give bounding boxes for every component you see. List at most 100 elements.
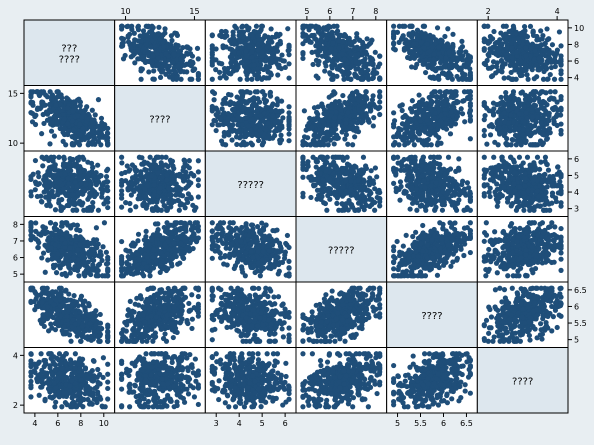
- scatter-point: [269, 59, 275, 65]
- scatter-point: [278, 98, 285, 104]
- scatter-point: [371, 115, 377, 121]
- scatter-point: [422, 126, 428, 132]
- scatter-point: [345, 141, 351, 147]
- scatter-point: [306, 120, 312, 127]
- scatter-point: [300, 142, 306, 148]
- scatter-point: [316, 45, 322, 51]
- scatter-point: [218, 116, 224, 122]
- scatter-point: [520, 132, 526, 138]
- scatter-point: [46, 194, 52, 200]
- scatter-point: [558, 76, 564, 82]
- scatter-point: [225, 115, 231, 122]
- scatter-point: [120, 39, 126, 46]
- scatter-point: [162, 30, 168, 36]
- scatter-point: [329, 92, 335, 98]
- scatter-point: [359, 58, 365, 65]
- scatter-point: [313, 158, 319, 165]
- scatter-point: [98, 115, 105, 121]
- scatter-point: [254, 106, 261, 112]
- scatter-point: [39, 131, 45, 137]
- scatter-point: [407, 116, 414, 122]
- scatter-point: [334, 23, 340, 29]
- scatter-point: [354, 120, 360, 126]
- scatter-point: [178, 76, 184, 82]
- scatter-point: [545, 76, 551, 82]
- variable-label-0: ???: [61, 43, 77, 54]
- scatter-point: [314, 187, 321, 193]
- scatter-point: [141, 32, 147, 38]
- scatter-point: [319, 33, 325, 39]
- scatter-point: [157, 74, 164, 80]
- scatter-point: [266, 133, 272, 139]
- scatter-point: [89, 107, 95, 113]
- scatter-point: [487, 33, 493, 40]
- scatter-point: [330, 34, 336, 40]
- scatter-point: [239, 23, 246, 29]
- scatter-point: [434, 142, 441, 148]
- scatter-point: [412, 103, 418, 110]
- scatter-point: [360, 154, 367, 160]
- scatter-point: [286, 61, 292, 67]
- scatter-point: [270, 113, 276, 119]
- scatter-point: [156, 24, 162, 30]
- scatter-point: [51, 194, 57, 200]
- scatter-point: [420, 97, 426, 103]
- scatter-point: [40, 111, 46, 118]
- scatter-point: [157, 163, 164, 170]
- scatter-point: [160, 195, 167, 201]
- scatter-point: [145, 24, 151, 30]
- scatter-point: [513, 30, 519, 37]
- scatter-point: [325, 142, 331, 148]
- scatter-point: [195, 56, 201, 62]
- scatter-point: [331, 141, 337, 147]
- scatter-point: [105, 204, 111, 211]
- scatter-point: [259, 23, 266, 29]
- scatter-point: [543, 90, 549, 96]
- scatter-point: [355, 75, 361, 81]
- scatter-point: [551, 105, 557, 111]
- scatter-point: [30, 89, 36, 95]
- scatter-point: [128, 180, 135, 187]
- scatter-point: [178, 56, 184, 62]
- scatter-point: [262, 33, 268, 39]
- scatter-point: [355, 207, 361, 213]
- scatter-point: [270, 53, 277, 59]
- scatter-point: [166, 200, 172, 206]
- scatter-point: [188, 195, 194, 202]
- scatter-point: [443, 126, 450, 132]
- scatter-point: [502, 31, 509, 37]
- scatter-point: [286, 131, 292, 137]
- scatter-point: [532, 48, 538, 54]
- scatter-point: [60, 138, 66, 144]
- scatter-point: [183, 185, 189, 191]
- scatter-point: [53, 102, 59, 108]
- scatter-point: [460, 76, 466, 82]
- scatter-point: [266, 37, 273, 43]
- scatter-point: [438, 112, 444, 118]
- scatter-point: [169, 45, 175, 51]
- scatter-point: [64, 105, 71, 111]
- scatter-point: [70, 108, 76, 114]
- scatter-point: [95, 207, 102, 213]
- scatter-point: [300, 174, 306, 180]
- scatter-point: [255, 137, 262, 144]
- scatter-point: [238, 32, 244, 38]
- scatter-point: [81, 187, 88, 193]
- scatter-point: [428, 124, 434, 130]
- scatter-point: [77, 121, 83, 127]
- scatter-point: [194, 45, 201, 51]
- scatter-point: [119, 160, 125, 166]
- scatter-point: [352, 134, 358, 140]
- scatter-point: [49, 95, 55, 101]
- scatter-point: [227, 125, 233, 131]
- scatter-point: [307, 175, 314, 181]
- scatter-point: [348, 51, 354, 58]
- scatter-point: [233, 66, 239, 72]
- scatter-point: [133, 178, 140, 185]
- scatter-point: [350, 142, 356, 148]
- scatter-point: [52, 172, 58, 179]
- scatter-point: [487, 132, 494, 138]
- scatter-point: [39, 99, 45, 105]
- scatter-point: [536, 67, 542, 73]
- scatter-point: [243, 53, 250, 59]
